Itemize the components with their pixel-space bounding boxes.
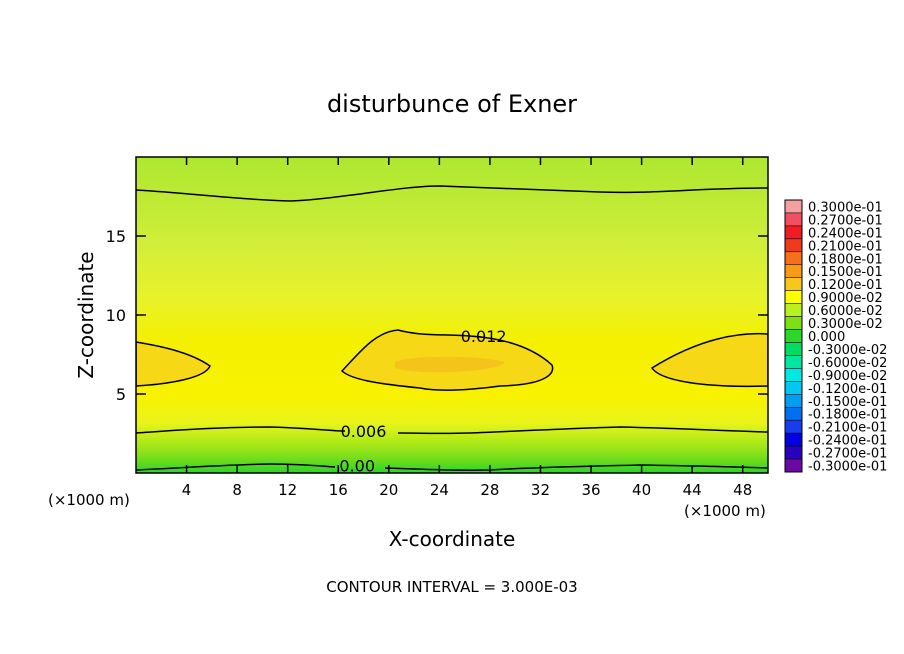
x-tick-label: 40 [632, 481, 651, 499]
colorbar-swatch [784, 432, 803, 447]
colorbar-swatch [784, 238, 803, 253]
contour-labels: 0.012 0.006 0.00 [339, 327, 506, 476]
colorbar-label: -0.2400e-01 [808, 434, 887, 449]
x-axis: 4 8 12 16 20 24 28 32 36 40 44 48 [182, 157, 752, 499]
y-axis-title: Z-coordinate [74, 251, 98, 378]
colorbar-swatch [784, 342, 803, 356]
colorbar-swatch [784, 251, 803, 266]
contour-label: 0.006 [341, 422, 387, 441]
contour-interval-note: CONTOUR INTERVAL = 3.000E-03 [326, 578, 577, 596]
colorbar-label: -0.3000e-01 [808, 460, 887, 475]
colorbar: 0.3000e-010.2700e-010.2400e-010.2100e-01… [784, 199, 887, 475]
colorbar-label: -0.2700e-01 [808, 447, 887, 462]
x-axis-title: X-coordinate [389, 527, 516, 551]
contour-upper [136, 185, 768, 202]
colorbar-label: 0.2100e-01 [808, 239, 883, 254]
colorbar-swatch [784, 277, 803, 291]
chart-title: disturbunce of Exner [327, 90, 577, 118]
colorbar-label: 0.3000e-02 [808, 317, 883, 332]
high-cell-center-core [395, 356, 505, 373]
colorbar-swatch [784, 264, 803, 278]
x-tick-label: 36 [581, 481, 600, 499]
colorbar-label: 0.1200e-01 [808, 278, 883, 293]
colorbar-swatch [784, 316, 803, 330]
colorbar-swatch [784, 329, 803, 343]
colorbar-swatch [784, 212, 803, 227]
x-unit-left: (×1000 m) [48, 491, 130, 509]
colorbar-label: -0.1800e-01 [808, 408, 887, 423]
colorbar-swatch [784, 303, 803, 317]
x-unit-right: (×1000 m) [684, 502, 766, 520]
colorbar-swatch [784, 419, 803, 434]
colorbar-swatch [784, 445, 803, 460]
y-axis: 5 10 15 [106, 227, 768, 404]
y-tick-label: 10 [106, 306, 126, 325]
colorbar-label: -0.6000e-02 [808, 356, 887, 371]
x-tick-label: 32 [531, 481, 550, 499]
x-tick-label: 16 [329, 481, 348, 499]
colorbar-label: -0.2100e-01 [808, 421, 887, 436]
x-tick-label: 12 [278, 481, 297, 499]
high-cell-right [650, 332, 768, 388]
colorbar-label: 0.3000e-01 [808, 200, 883, 215]
x-tick-label: 4 [182, 481, 192, 499]
colorbar-label: 0.000 [808, 330, 845, 345]
colorbar-label: 0.6000e-02 [808, 304, 883, 319]
contour-label: 0.012 [461, 327, 507, 346]
colorbar-label: -0.3000e-02 [808, 343, 887, 358]
y-tick-label: 5 [116, 385, 126, 404]
x-tick-label: 24 [430, 481, 449, 499]
colorbar-swatch [784, 406, 803, 421]
colorbar-label: 0.9000e-02 [808, 291, 883, 306]
colorbar-swatch [784, 458, 803, 473]
plot-area [136, 157, 768, 473]
colorbar-frame [784, 199, 803, 473]
field-background [136, 157, 768, 473]
colorbar-swatch [784, 394, 803, 408]
colorbar-label: -0.1500e-01 [808, 395, 887, 410]
colorbar-swatch [784, 290, 803, 304]
colorbar-label: -0.9000e-02 [808, 369, 887, 384]
colorbar-swatch [784, 199, 803, 214]
colorbar-swatch [784, 381, 803, 395]
contour-label: 0.00 [339, 457, 375, 476]
colorbar-label: 0.2700e-01 [808, 213, 883, 228]
x-tick-label: 44 [683, 481, 702, 499]
colorbar-label: 0.1800e-01 [808, 252, 883, 267]
contour-0006 [136, 426, 768, 435]
high-cell-left [136, 341, 211, 387]
colorbar-label: -0.1200e-01 [808, 382, 887, 397]
colorbar-label: 0.1500e-01 [808, 265, 883, 280]
y-tick-label: 15 [106, 227, 126, 246]
x-tick-label: 20 [379, 481, 398, 499]
colorbar-swatch [784, 225, 803, 240]
colorbar-swatch [784, 355, 803, 369]
colorbar-swatch [784, 368, 803, 382]
x-tick-label: 28 [480, 481, 499, 499]
x-tick-label: 8 [232, 481, 242, 499]
colorbar-label: 0.2400e-01 [808, 226, 883, 241]
contour-0000 [136, 463, 768, 472]
x-tick-label: 48 [733, 481, 752, 499]
